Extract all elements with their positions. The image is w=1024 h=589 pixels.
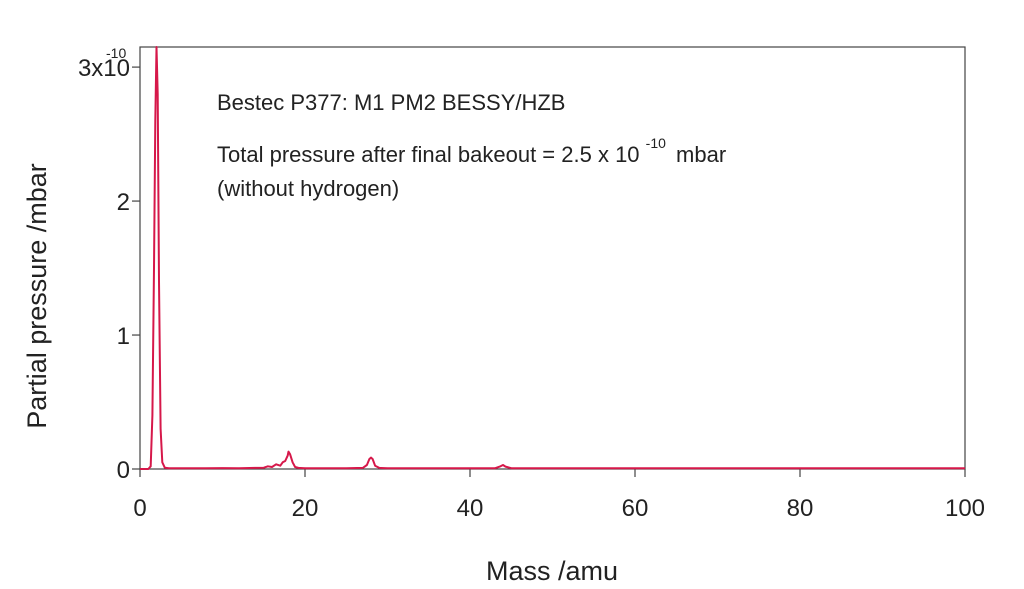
x-axis-ticks: 0 20 40 60 80 100 xyxy=(133,469,985,522)
annotation-total-pressure-unit: mbar xyxy=(676,142,726,167)
x-tick-label: 100 xyxy=(945,495,985,522)
annotation-without-hydrogen: (without hydrogen) xyxy=(217,176,399,201)
x-axis-title: Mass /amu xyxy=(486,556,618,586)
x-tick-label: 20 xyxy=(292,495,319,522)
y-tick-label: 1 xyxy=(117,323,130,350)
x-tick-label: 40 xyxy=(457,495,484,522)
y-axis-ticks: 0 1 2 3x10 xyxy=(78,55,140,484)
x-tick-label: 80 xyxy=(787,495,814,522)
annotation-instrument: Bestec P377: M1 PM2 BESSY/HZB xyxy=(217,90,565,115)
series-layer xyxy=(140,46,965,470)
annotation-total-pressure-text: Total pressure after final bakeout = 2.5… xyxy=(217,142,640,167)
y-axis-title: Partial pressure /mbar xyxy=(22,163,52,429)
x-tick-label: 0 xyxy=(133,495,146,522)
y-axis-exponent: -10 xyxy=(106,45,126,61)
y-tick-label: 2 xyxy=(117,189,130,216)
annotation-total-pressure-exponent: -10 xyxy=(646,135,666,151)
annotation-total-pressure: Total pressure after final bakeout = 2.5… xyxy=(217,128,726,167)
x-tick-label: 60 xyxy=(622,495,649,522)
y-tick-label: 3x10 xyxy=(78,55,130,82)
series-line xyxy=(140,46,965,470)
y-tick-label: 0 xyxy=(117,457,130,484)
